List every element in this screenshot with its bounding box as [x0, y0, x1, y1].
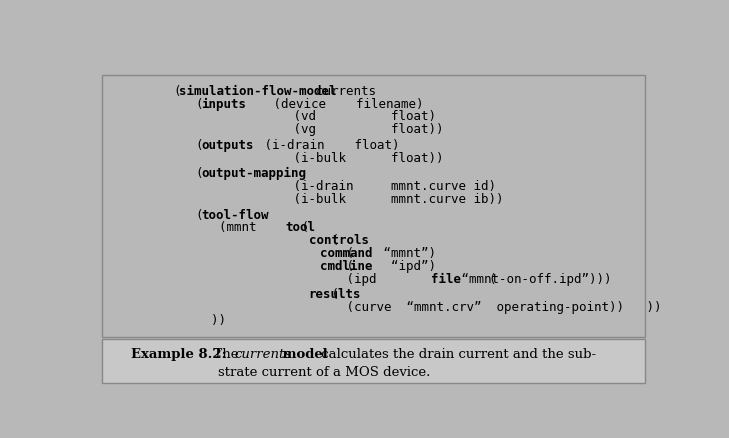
Text: currents: currents	[301, 85, 376, 98]
Text: results: results	[309, 288, 362, 300]
Text: model: model	[278, 347, 328, 360]
Text: (i-drain     mmnt.curve id): (i-drain mmnt.curve id)	[195, 180, 496, 193]
Text: “ipd”): “ipd”)	[361, 259, 436, 272]
Text: Example 8.2:: Example 8.2:	[130, 347, 226, 360]
Text: (i-bulk      float)): (i-bulk float))	[195, 152, 443, 164]
Text: The: The	[205, 347, 243, 360]
Text: strate current of a MOS device.: strate current of a MOS device.	[218, 365, 431, 378]
Text: “mmnt-on-off.ipd”))): “mmnt-on-off.ipd”)))	[454, 272, 612, 285]
Text: (curve  “mmnt.crv”  operating-point))   )): (curve “mmnt.crv” operating-point)) ))	[204, 300, 662, 314]
Text: (: (	[195, 97, 203, 110]
Text: cmdline: cmdline	[320, 259, 373, 272]
Text: command: command	[320, 247, 373, 259]
Text: inputs: inputs	[201, 97, 246, 110]
Text: (vg          float)): (vg float))	[195, 123, 443, 136]
Text: calculates the drain current and the sub-: calculates the drain current and the sub…	[317, 347, 596, 360]
Text: (: (	[204, 247, 354, 259]
Text: controls: controls	[309, 233, 369, 247]
Text: output-mapping: output-mapping	[201, 167, 306, 180]
Text: (: (	[195, 208, 203, 221]
Text: (: (	[204, 288, 339, 300]
Text: (: (	[195, 138, 203, 152]
Text: (: (	[173, 85, 181, 98]
Text: )): ))	[195, 313, 226, 326]
Text: (ipd               (: (ipd (	[204, 272, 496, 285]
Text: (vd          float): (vd float)	[195, 110, 436, 123]
FancyBboxPatch shape	[102, 76, 645, 338]
Text: tool-flow: tool-flow	[201, 208, 269, 221]
Text: file: file	[431, 272, 461, 285]
Text: (i-drain    float): (i-drain float)	[242, 138, 399, 152]
Text: currents: currents	[234, 347, 291, 360]
Text: (mmnt      (: (mmnt (	[204, 221, 309, 234]
Text: outputs: outputs	[201, 138, 254, 152]
Text: “mmnt”): “mmnt”)	[361, 247, 436, 259]
Text: (device    filename): (device filename)	[236, 97, 424, 110]
Text: (: (	[204, 233, 339, 247]
Text: simulation-flow-model: simulation-flow-model	[179, 85, 336, 98]
Text: tool: tool	[286, 221, 316, 234]
Text: (i-bulk      mmnt.curve ib)): (i-bulk mmnt.curve ib))	[195, 193, 503, 205]
Text: (: (	[204, 259, 354, 272]
FancyBboxPatch shape	[102, 339, 645, 383]
Text: (: (	[195, 167, 203, 180]
